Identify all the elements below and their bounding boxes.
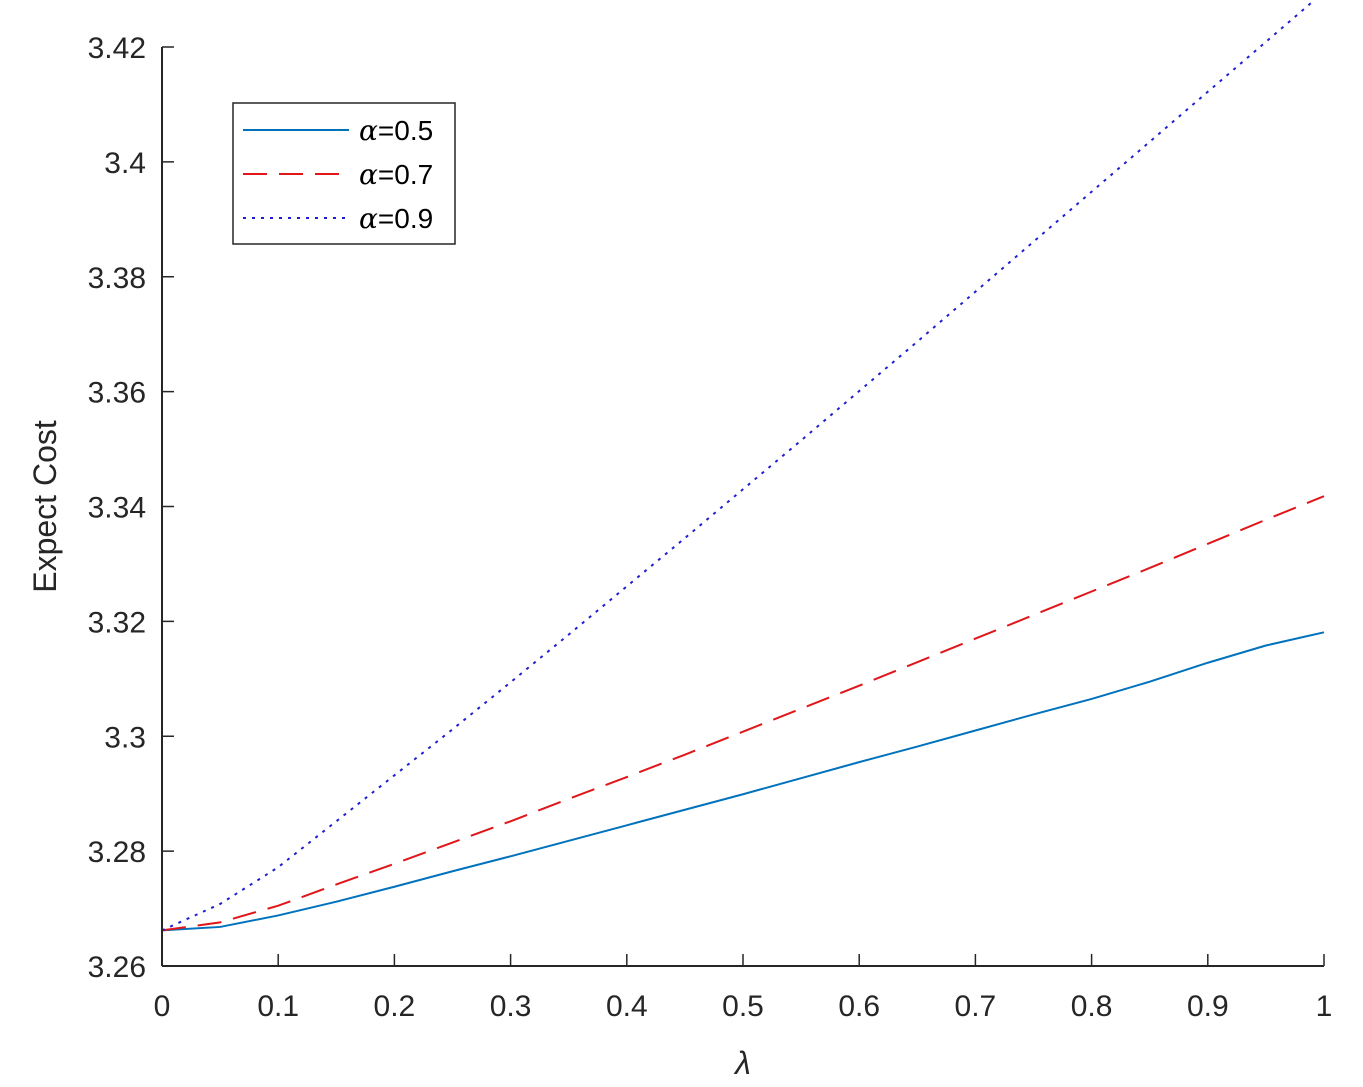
- y-tick-label: 3.28: [88, 836, 146, 869]
- x-tick-label: 0: [154, 990, 171, 1023]
- x-tick-label: 0.2: [374, 990, 416, 1023]
- legend-alpha-symbol: α: [359, 202, 378, 235]
- x-tick-label: 0.8: [1071, 990, 1113, 1023]
- series-line-1: [161, 631, 1325, 932]
- x-tick-label: 0.4: [606, 990, 648, 1023]
- legend-value: =0.5: [378, 115, 433, 146]
- x-tick-label: 1: [1316, 990, 1333, 1023]
- y-tick-label: 3.36: [88, 377, 146, 410]
- series-group: [161, 0, 1325, 932]
- x-tick-label: 0.7: [955, 990, 997, 1023]
- legend: α=0.5α=0.7α=0.9: [232, 102, 456, 245]
- y-axis-label: Expect Cost: [27, 420, 63, 593]
- y-tick-label: 3.4: [104, 147, 146, 180]
- x-tick-label: 0.3: [490, 990, 532, 1023]
- y-tick-label: 3.34: [88, 492, 146, 525]
- x-tick-label: 0.6: [838, 990, 880, 1023]
- series-line-3: [161, 0, 1317, 932]
- legend-label-3: α=0.9: [359, 202, 433, 235]
- series-line-2: [161, 495, 1325, 932]
- y-tick-label: 3.42: [88, 32, 146, 65]
- y-tick-label: 3.32: [88, 606, 146, 639]
- legend-value: =0.7: [378, 159, 433, 190]
- x-axis-ticks: 0 0.1 0.2 0.3 0.4 0.5 0.6 0.7 0.8 0.9 1: [154, 954, 1333, 1023]
- x-tick-label: 0.9: [1187, 990, 1229, 1023]
- x-axis-label: λ: [733, 1045, 751, 1081]
- legend-alpha-symbol: α: [359, 114, 378, 147]
- legend-box: [232, 102, 456, 245]
- legend-label-1: α=0.5: [359, 114, 433, 147]
- x-tick-label: 0.5: [722, 990, 764, 1023]
- legend-label-2: α=0.7: [359, 158, 433, 191]
- legend-alpha-symbol: α: [359, 158, 378, 191]
- y-tick-label: 3.38: [88, 262, 146, 295]
- y-tick-label: 3.26: [88, 951, 146, 984]
- x-tick-label: 0.1: [257, 990, 299, 1023]
- y-axis-ticks: 3.26 3.28 3.3 3.32 3.34 3.36 3.38 3.4 3.42: [88, 32, 174, 984]
- legend-value: =0.9: [378, 203, 433, 234]
- y-tick-label: 3.3: [104, 721, 146, 754]
